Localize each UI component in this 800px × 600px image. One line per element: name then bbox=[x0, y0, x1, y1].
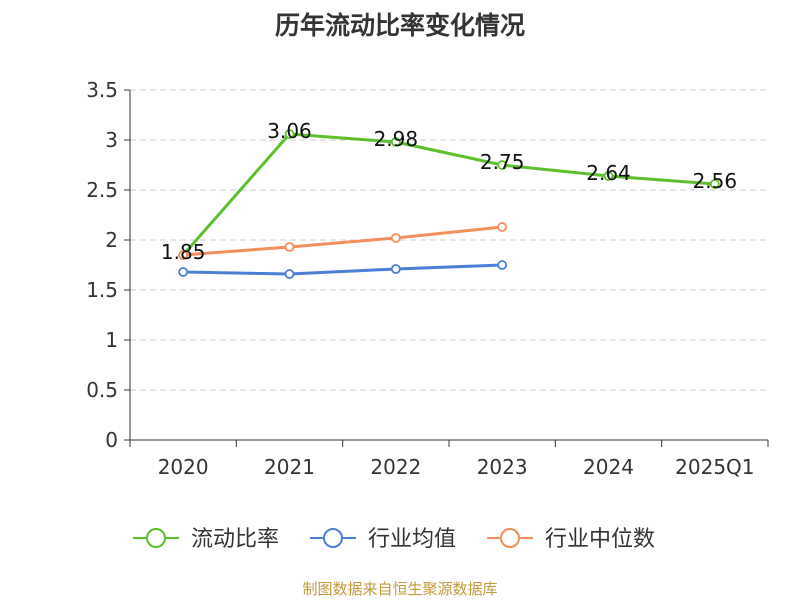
chart-title: 历年流动比率变化情况 bbox=[274, 11, 525, 40]
data-label: 2.75 bbox=[480, 150, 525, 174]
x-tick-label: 2022 bbox=[370, 455, 421, 479]
y-tick-label: 3 bbox=[105, 128, 118, 152]
series-points bbox=[178, 129, 720, 279]
data-label: 3.06 bbox=[267, 119, 312, 143]
data-point bbox=[390, 233, 401, 243]
data-point bbox=[497, 160, 508, 170]
data-label: 2.64 bbox=[586, 161, 631, 185]
data-point bbox=[497, 222, 508, 232]
data-point bbox=[284, 242, 295, 252]
series-line bbox=[182, 132, 715, 256]
source-note: 制图数据来自恒生聚源数据库 bbox=[302, 580, 498, 598]
x-tick-label: 2025Q1 bbox=[675, 455, 754, 479]
x-tick-label: 2023 bbox=[477, 455, 528, 479]
legend: 流动比率 行业均值 行业中位数 bbox=[133, 527, 655, 552]
data-labels: 1.85 3.06 2.98 2.75 2.64 2.56 bbox=[161, 119, 737, 264]
series-line bbox=[183, 225, 503, 257]
y-tick-label: 2.5 bbox=[86, 178, 118, 202]
series-line bbox=[183, 263, 503, 276]
data-label: 2.98 bbox=[374, 127, 419, 151]
data-point bbox=[390, 264, 401, 274]
data-point bbox=[709, 179, 720, 189]
y-tick-label: 1 bbox=[105, 328, 118, 352]
x-tick-label: 2020 bbox=[158, 455, 209, 479]
data-point bbox=[284, 269, 295, 279]
legend-label: 行业中位数 bbox=[545, 527, 655, 552]
data-label: 1.85 bbox=[161, 240, 206, 264]
y-tick-label: 0.5 bbox=[86, 378, 118, 402]
legend-label: 行业均值 bbox=[368, 527, 456, 552]
y-tick-label: 1.5 bbox=[86, 278, 118, 302]
data-point bbox=[390, 137, 401, 147]
data-point bbox=[497, 260, 508, 270]
legend-marker-circle bbox=[500, 528, 520, 548]
data-point bbox=[284, 129, 295, 139]
legend-marker-circle bbox=[323, 528, 343, 548]
legend-label: 流动比率 bbox=[191, 527, 279, 552]
x-tick-label: 2024 bbox=[583, 455, 634, 479]
grid-lines bbox=[130, 89, 768, 391]
legend-marker-circle bbox=[146, 528, 166, 548]
data-label: 2.56 bbox=[693, 169, 738, 193]
y-tick-label: 2 bbox=[105, 228, 118, 252]
data-point bbox=[603, 171, 614, 181]
y-tick-label: 0 bbox=[105, 428, 118, 452]
data-point bbox=[178, 250, 189, 260]
series-lines bbox=[182, 132, 715, 276]
data-point bbox=[178, 267, 189, 277]
axes: 0 0.5 1 1.5 2 2.5 3 3.5 2020 2021 2022 2023 2024 2025… bbox=[86, 78, 769, 479]
x-tick-label: 2021 bbox=[264, 455, 315, 479]
y-tick-label: 3.5 bbox=[86, 78, 118, 102]
